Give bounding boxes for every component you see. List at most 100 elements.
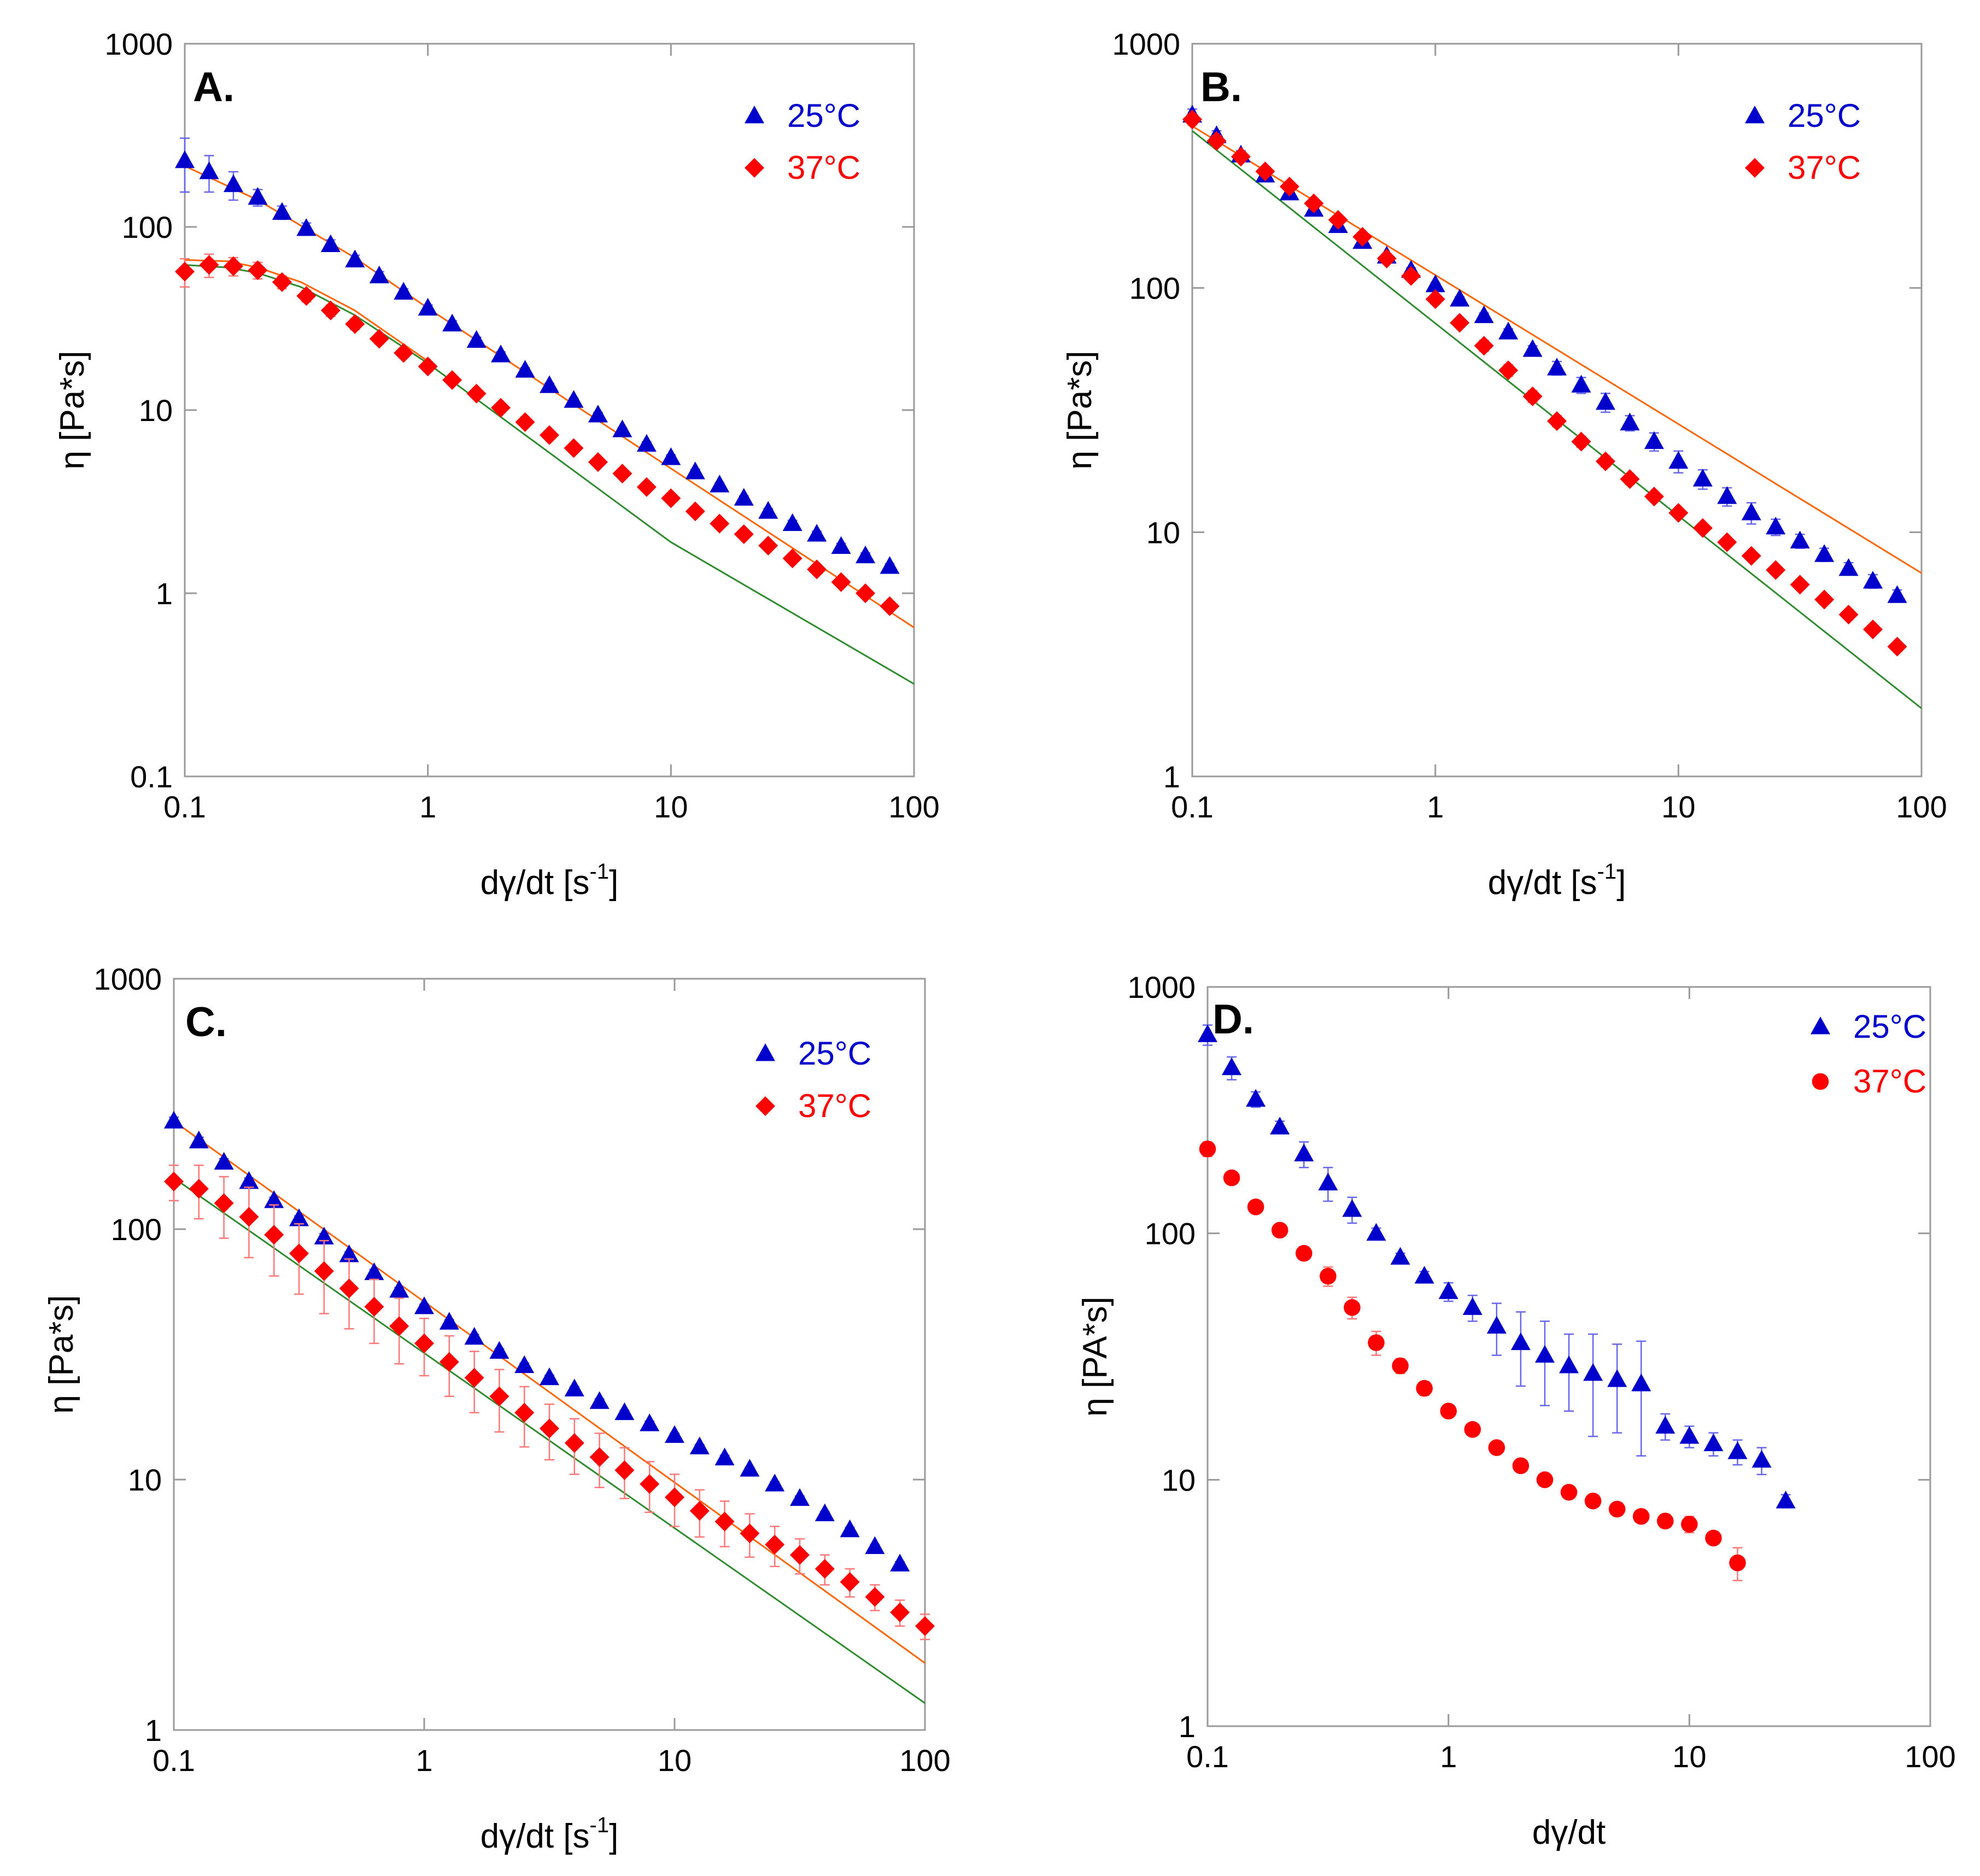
data-point [1814, 544, 1835, 562]
data-point [345, 314, 365, 334]
data-point [614, 1402, 635, 1421]
data-point [540, 425, 559, 445]
data-point [1376, 248, 1397, 268]
legend-marker [1811, 1016, 1830, 1035]
data-point [564, 390, 584, 408]
data-point [1790, 575, 1810, 595]
data-point [442, 370, 462, 390]
data-point [369, 265, 389, 284]
data-point [364, 1262, 384, 1281]
data-point [589, 1391, 610, 1409]
x-tick-label: 1 [1427, 790, 1444, 824]
data-point [1401, 266, 1421, 286]
data-point [1366, 1223, 1386, 1241]
data-point [807, 559, 827, 580]
data-point [1498, 322, 1519, 340]
data-point [815, 1559, 835, 1579]
y-tick-label: 0.1 [130, 759, 173, 794]
data-point [740, 1459, 760, 1477]
data-point [1416, 1380, 1433, 1397]
y-tick-label: 1000 [93, 962, 162, 996]
data-point [515, 360, 535, 378]
x-tick-label: 0.1 [163, 790, 206, 824]
legend: 25°C 37°C [745, 97, 860, 186]
data-point [1776, 1491, 1796, 1509]
data-point [515, 412, 535, 432]
data-point [1560, 1483, 1578, 1501]
data-point [1486, 1316, 1507, 1334]
data-point [1182, 109, 1202, 130]
x-axis-title: dγ/dt [1532, 1814, 1606, 1851]
y-tick-label: 10 [1162, 1463, 1196, 1497]
x-axis-title: dγ/dt [s-1] [1488, 860, 1626, 902]
legend-marker [1745, 158, 1765, 178]
data-point [466, 330, 487, 348]
data-point [807, 524, 827, 542]
legend-label: 25°C [787, 97, 860, 134]
data-point [339, 1244, 359, 1263]
data-point [1474, 336, 1494, 356]
x-axis-title: dγ/dt [s-1] [481, 860, 619, 902]
data-point [491, 344, 511, 363]
data-point [1559, 1355, 1579, 1374]
data-point [765, 1474, 785, 1492]
data-point [564, 1433, 584, 1453]
data-point [214, 1193, 234, 1213]
data-point [1474, 305, 1494, 323]
data-point [665, 1425, 684, 1443]
x-axis-title-main: dγ/dt [s [481, 864, 590, 902]
data-point [612, 464, 632, 484]
data-point [1863, 620, 1883, 640]
legend: 25°C 37°C [755, 1035, 871, 1124]
x-tick-label: 100 [899, 1743, 950, 1778]
y-axis-title: η [Pa*s] [54, 350, 91, 469]
legend-marker [745, 158, 764, 178]
data-point [272, 272, 292, 292]
data-point [1644, 431, 1664, 449]
data-point [1620, 469, 1640, 489]
plot-frame [1206, 986, 1931, 1727]
series-37C [1199, 1141, 1746, 1581]
data-point [540, 375, 559, 393]
data-point [389, 1316, 409, 1336]
data-point [1607, 1369, 1627, 1387]
x-tick-label: 1 [415, 1743, 432, 1778]
data-point [665, 1487, 684, 1507]
data-point [1887, 585, 1907, 603]
data-point [199, 255, 219, 275]
data-point [514, 1402, 535, 1423]
data-point [164, 1111, 184, 1129]
data-point [1681, 1516, 1698, 1533]
y-tick-label: 1 [156, 576, 173, 611]
data-point [264, 1190, 284, 1208]
x-axis-title-main: dγ/dt [1532, 1814, 1606, 1851]
data-point [1632, 1508, 1650, 1525]
y-axis-title: η [Pa*s] [1061, 350, 1099, 469]
data-point [1741, 502, 1761, 521]
y-tick-label: 1000 [1127, 970, 1196, 1004]
x-axis-title-main: dγ/dt [s [1488, 864, 1597, 902]
data-point [880, 596, 900, 616]
data-point [1320, 1267, 1337, 1285]
y-tick-label: 1000 [104, 27, 173, 61]
data-point [1231, 147, 1251, 167]
data-point [1838, 604, 1859, 624]
data-point [1522, 386, 1543, 406]
y-tick-label: 10 [1146, 515, 1180, 550]
panel-label: A. [193, 64, 235, 110]
data-point [320, 234, 341, 252]
x-axis-title: dγ/dt [s-1] [481, 1813, 619, 1855]
x-tick-label: 10 [658, 1743, 692, 1778]
data-point [414, 1296, 434, 1314]
legend-label: 37°C [798, 1088, 871, 1124]
x-axis-title-end: ] [1616, 864, 1626, 902]
data-point [364, 1296, 384, 1317]
data-point [831, 536, 851, 554]
data-point [389, 1279, 409, 1298]
data-point [1198, 1024, 1217, 1042]
x-axis-title-end: ] [609, 864, 618, 902]
data-point [765, 1534, 785, 1554]
data-point [1279, 177, 1299, 197]
data-point [1838, 558, 1859, 576]
data-point [815, 1503, 835, 1522]
